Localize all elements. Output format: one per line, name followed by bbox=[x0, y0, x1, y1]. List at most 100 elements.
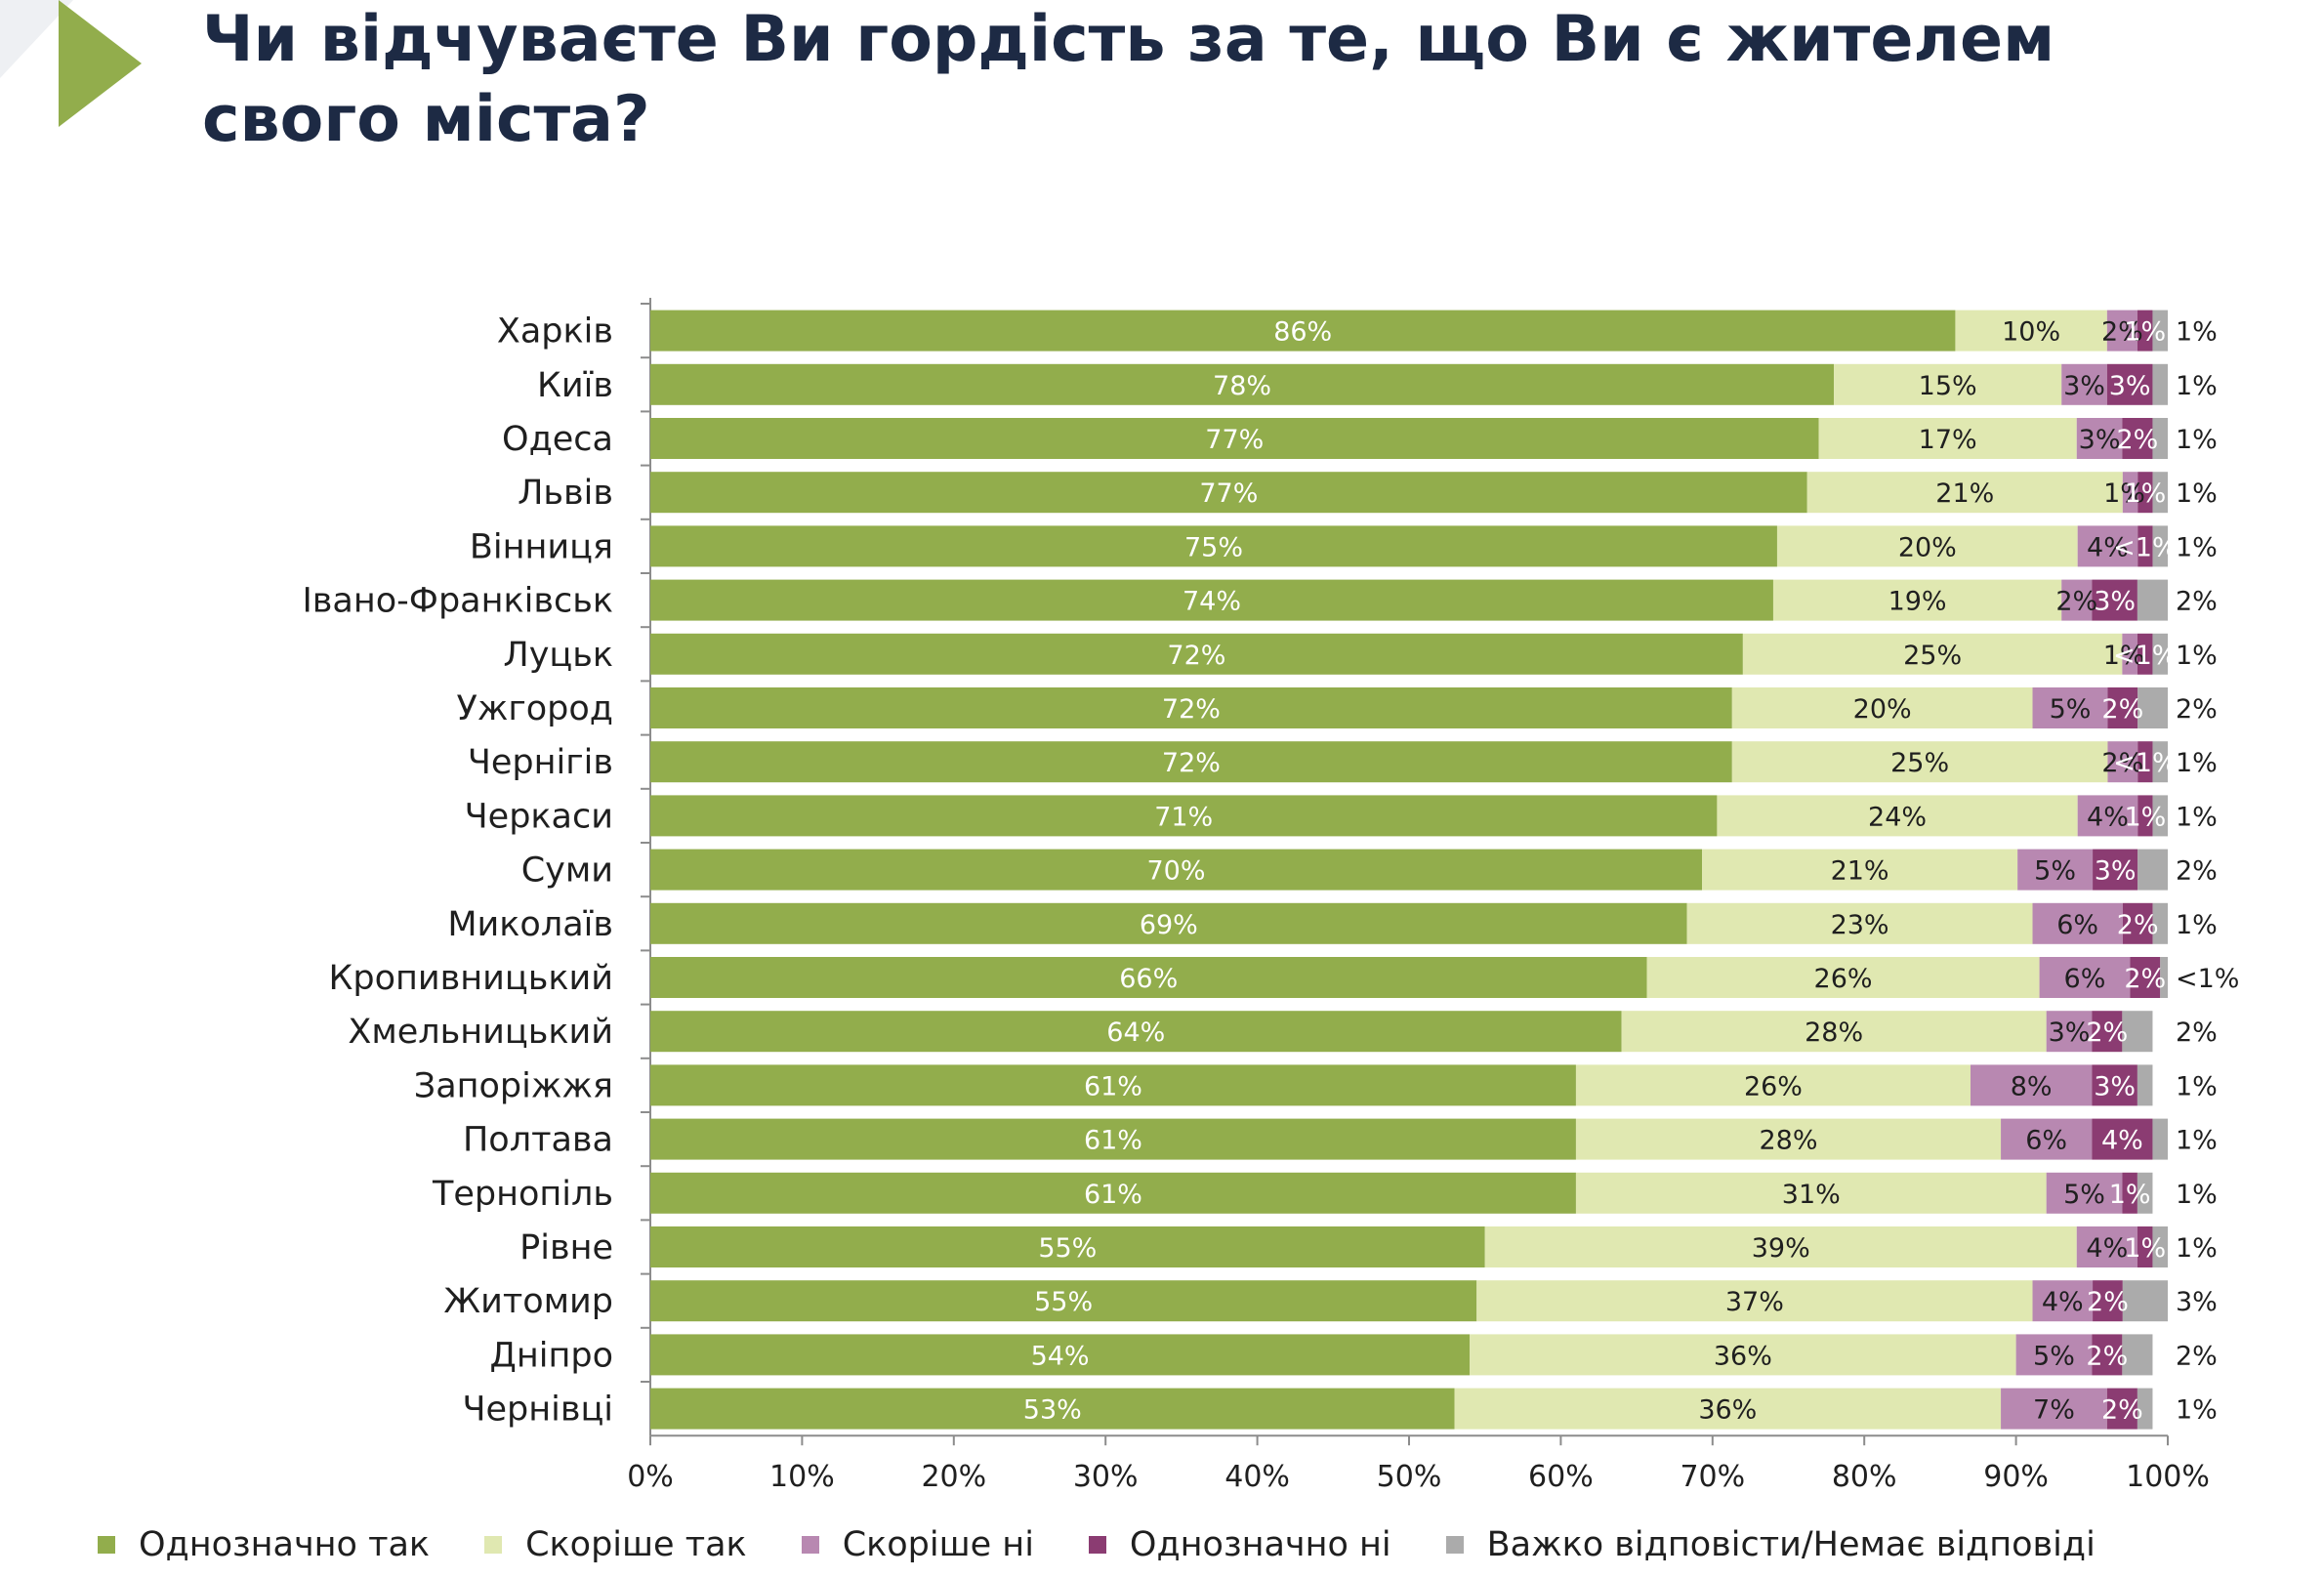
data-label: 1% bbox=[2176, 478, 2218, 509]
bar-segment bbox=[2001, 1388, 2107, 1430]
data-label: 24% bbox=[1868, 802, 1927, 832]
data-label: 2% bbox=[2087, 1287, 2129, 1317]
data-label: 36% bbox=[1698, 1395, 1757, 1426]
category-label: Чернігів bbox=[468, 743, 613, 782]
data-label: 71% bbox=[1154, 802, 1213, 832]
bar-segment bbox=[1970, 1064, 2093, 1106]
data-label: 1% bbox=[2176, 910, 2218, 940]
data-label: 61% bbox=[1084, 1071, 1142, 1101]
data-label: 75% bbox=[1184, 532, 1243, 562]
bar-segment bbox=[1818, 418, 2077, 459]
legend-swatch bbox=[1088, 1536, 1106, 1554]
legend-item: Важко відповісти/Немає відповіді bbox=[1445, 1525, 2096, 1564]
data-label: 3% bbox=[2079, 425, 2121, 455]
bar-segment bbox=[2122, 418, 2153, 459]
bar-segment bbox=[2061, 579, 2093, 621]
data-label: 1% bbox=[2124, 478, 2166, 509]
data-label: 25% bbox=[1903, 641, 1962, 671]
bar-segment bbox=[2137, 1226, 2153, 1267]
bar-segment bbox=[2152, 472, 2168, 514]
data-label: 28% bbox=[1805, 1017, 1863, 1048]
bar-segment bbox=[2015, 1334, 2093, 1376]
data-label: 4% bbox=[2042, 1287, 2084, 1317]
bar-segment bbox=[2092, 1011, 2123, 1053]
stacked-bar-chart: 0% 10% 20% 30% 40% 50% 60% 70% 80% 90% 100% Харків 8… bbox=[302, 298, 2239, 1494]
bar-segment bbox=[2039, 957, 2131, 998]
data-label: 1% bbox=[2176, 371, 2218, 401]
data-label: 5% bbox=[2033, 1341, 2075, 1371]
bar-segment bbox=[1772, 579, 2062, 621]
category-label: Івано-Франківськ bbox=[302, 582, 613, 621]
bar-segment bbox=[1742, 633, 2123, 675]
bar-segment bbox=[650, 472, 1807, 514]
legend-label: Однозначно так bbox=[139, 1525, 431, 1564]
category-label: Миколаїв bbox=[447, 905, 613, 944]
bar-segment bbox=[2152, 525, 2168, 567]
bar-segment bbox=[2122, 472, 2138, 514]
bar-segment bbox=[650, 687, 1732, 728]
bar-segment bbox=[2122, 902, 2153, 944]
bar-segment bbox=[2046, 1011, 2093, 1053]
legend-item: Скоріше так bbox=[484, 1525, 747, 1564]
category-label: Вінниця bbox=[470, 527, 613, 566]
bar-segment bbox=[2152, 310, 2168, 352]
bar-segment bbox=[2137, 1064, 2153, 1106]
bar-segment bbox=[1476, 1280, 2033, 1322]
data-label: <1% bbox=[2113, 641, 2177, 671]
data-label: 2% bbox=[2101, 1395, 2143, 1426]
data-label: 3% bbox=[2095, 856, 2137, 887]
bar-segment bbox=[2107, 687, 2138, 728]
data-label: <1% bbox=[2176, 964, 2239, 994]
data-label: 1% bbox=[2124, 317, 2166, 348]
data-label: 21% bbox=[1831, 856, 1889, 887]
bar-segment bbox=[650, 957, 1647, 998]
data-label: 21% bbox=[1935, 478, 1994, 509]
data-label: 1% bbox=[2103, 641, 2145, 671]
data-label: 1% bbox=[2176, 1071, 2218, 1101]
data-label: 19% bbox=[1888, 587, 1947, 617]
category-label: Одеса bbox=[502, 420, 613, 459]
category-label: Луцьк bbox=[503, 636, 613, 675]
bar-segment bbox=[2107, 741, 2138, 783]
data-label: 2% bbox=[2086, 1341, 2128, 1371]
bar-segment bbox=[2061, 363, 2107, 405]
data-label: 77% bbox=[1199, 478, 1258, 509]
bar-segment bbox=[1806, 472, 2123, 514]
data-label: 2% bbox=[2176, 694, 2218, 725]
data-label: 1% bbox=[2176, 532, 2218, 562]
bar-segment bbox=[2092, 1064, 2137, 1106]
bar-segment bbox=[1646, 957, 2040, 998]
data-label: 17% bbox=[1919, 425, 1977, 455]
bar-segment bbox=[650, 579, 1773, 621]
x-tick-label: 100% bbox=[2126, 1460, 2210, 1494]
bar-segment bbox=[2092, 1118, 2153, 1160]
legend-item: Скоріше ні bbox=[801, 1525, 1034, 1564]
data-label: 3% bbox=[2049, 1017, 2091, 1048]
category-label: Дніпро bbox=[490, 1336, 613, 1375]
x-tick-label: 70% bbox=[1680, 1460, 1745, 1494]
data-label: 3% bbox=[2094, 1071, 2136, 1101]
legend-swatch bbox=[1445, 1536, 1464, 1554]
data-label: 20% bbox=[1898, 532, 1957, 562]
bar-segment bbox=[2152, 1226, 2168, 1267]
bar-segment bbox=[2092, 579, 2137, 621]
data-label: 36% bbox=[1714, 1341, 1772, 1371]
data-label: 2% bbox=[2176, 1341, 2218, 1371]
bar-segment bbox=[650, 1334, 1471, 1376]
data-label: 64% bbox=[1106, 1017, 1165, 1048]
bar-segment bbox=[650, 1226, 1485, 1267]
data-label: 37% bbox=[1725, 1287, 1784, 1317]
data-label: 20% bbox=[1853, 694, 1912, 725]
data-label: 1% bbox=[2176, 748, 2218, 778]
data-label: 1% bbox=[2176, 317, 2218, 348]
data-label: 54% bbox=[1031, 1341, 1090, 1371]
category-label: Київ bbox=[537, 366, 613, 405]
bar-segment bbox=[2137, 795, 2153, 837]
data-label: 69% bbox=[1140, 910, 1198, 940]
bar-segment bbox=[650, 418, 1819, 459]
data-label: 1% bbox=[2109, 1180, 2151, 1210]
category-label: Львів bbox=[518, 474, 613, 513]
bar-segment bbox=[2152, 795, 2168, 837]
data-label: 26% bbox=[1744, 1071, 1803, 1101]
bar-segment bbox=[2152, 633, 2168, 675]
